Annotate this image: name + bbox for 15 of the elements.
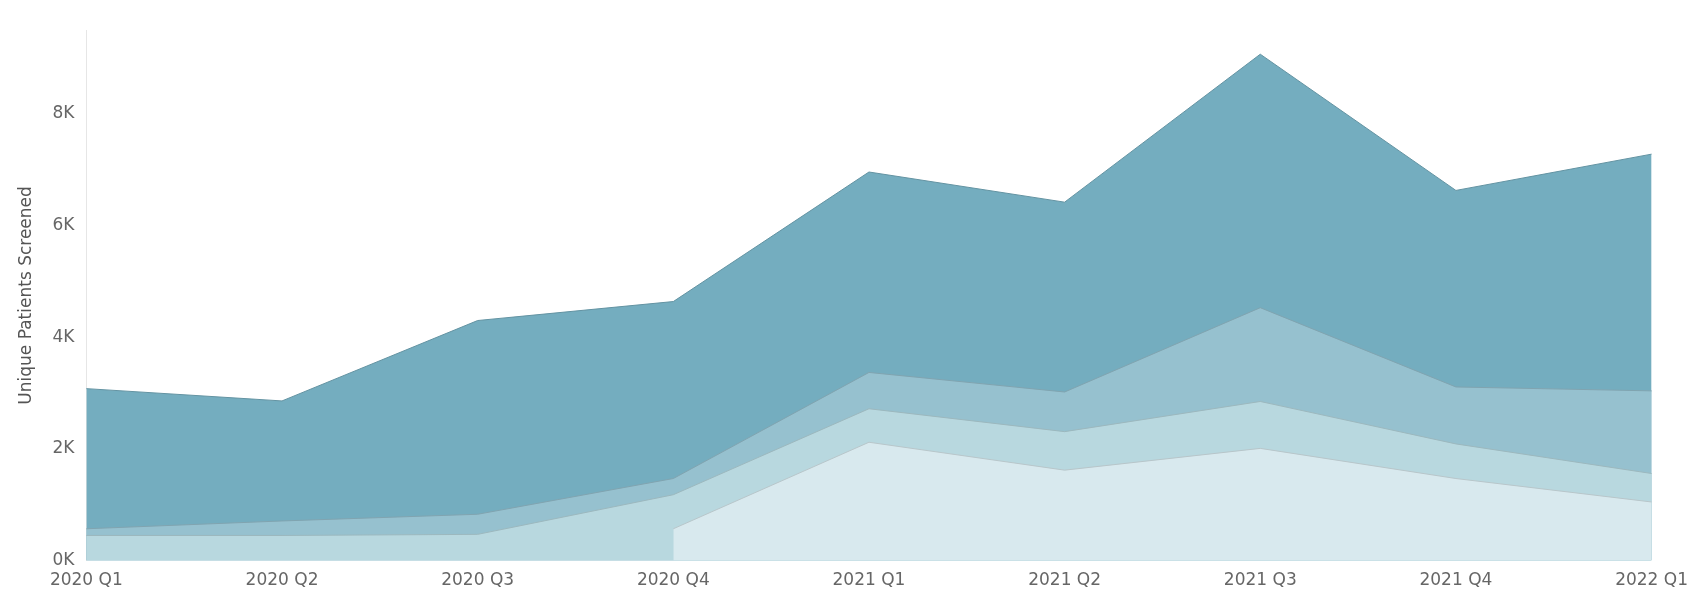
x-tick-label: 2020 Q2 (245, 569, 319, 590)
y-tick-label: 4K (52, 325, 76, 346)
x-tick-label: 2021 Q4 (1419, 569, 1493, 590)
x-tick-label: 2020 Q4 (636, 569, 710, 590)
x-tick-label: 2021 Q2 (1028, 569, 1102, 590)
y-axis-title: Unique Patients Screened (14, 186, 35, 405)
y-tick-label: 6K (52, 214, 76, 235)
x-tick-label: 2021 Q3 (1223, 569, 1297, 590)
x-tick-label: 2020 Q3 (441, 569, 515, 590)
y-tick-label: 2K (52, 437, 76, 458)
y-tick-label: 8K (52, 102, 76, 123)
x-tick-label: 2022 Q1 (1615, 569, 1689, 590)
x-tick-label: 2021 Q1 (832, 569, 906, 590)
y-tick-label: 0K (52, 549, 76, 570)
x-tick-label: 2020 Q1 (49, 569, 123, 590)
